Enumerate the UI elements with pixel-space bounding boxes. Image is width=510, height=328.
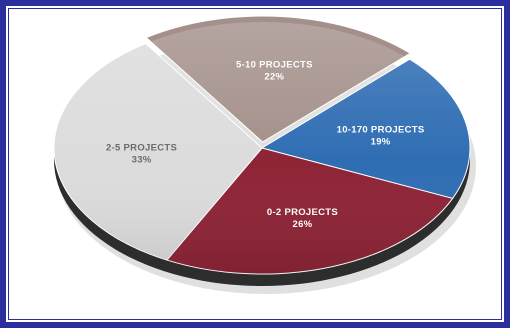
- slice-percent-label: 22%: [264, 71, 284, 82]
- slice-percent-label: 26%: [293, 219, 313, 230]
- slice-label: 2-5 PROJECTS: [106, 142, 177, 153]
- slice-label: 5-10 PROJECTS: [236, 59, 313, 70]
- slice-label: 0-2 PROJECTS: [267, 207, 338, 218]
- slice-percent-label: 19%: [371, 137, 391, 148]
- slice-percent-label: 33%: [132, 154, 152, 165]
- slice-label: 10-170 PROJECTS: [337, 125, 425, 136]
- chart-inner-border: [8, 8, 502, 320]
